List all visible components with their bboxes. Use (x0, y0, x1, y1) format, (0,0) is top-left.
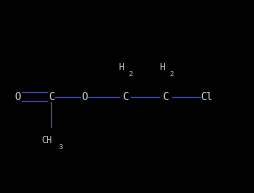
Text: C: C (162, 91, 168, 102)
Text: O: O (15, 91, 21, 102)
Text: O: O (81, 91, 87, 102)
Text: CH: CH (42, 136, 52, 145)
Text: H: H (158, 63, 164, 72)
Text: 2: 2 (169, 71, 173, 77)
Text: C: C (121, 91, 128, 102)
Text: C: C (48, 91, 54, 102)
Text: 3: 3 (58, 144, 62, 150)
Text: Cl: Cl (199, 91, 212, 102)
Text: 2: 2 (128, 71, 132, 77)
Text: H: H (118, 63, 123, 72)
